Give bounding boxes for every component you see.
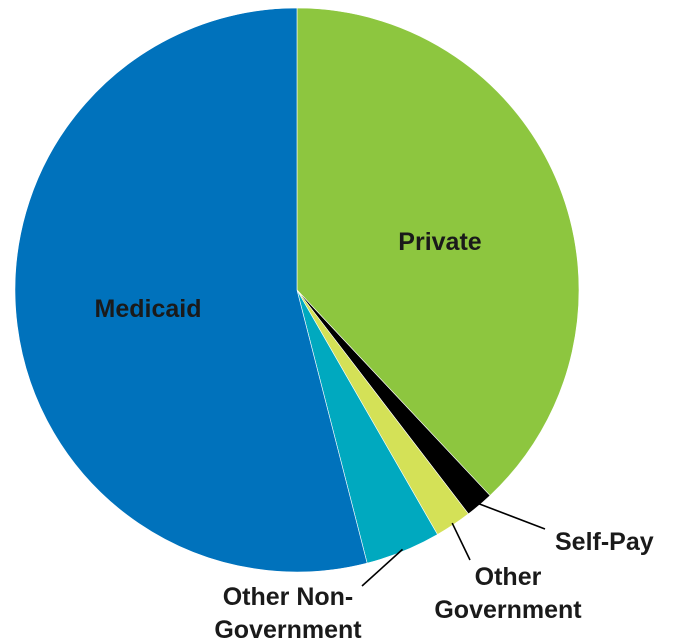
pie-slice-private: [296, 7, 580, 496]
slice-label-self-pay: Self-Pay: [555, 528, 654, 556]
slice-label-line: Government: [434, 596, 582, 624]
leader-line-self-pay: [477, 502, 546, 530]
slice-label-line: Self-Pay: [555, 528, 654, 556]
slice-label-line: Private: [398, 228, 481, 256]
slice-label-other-non-government: Other Non- Government: [214, 583, 362, 644]
pie-slice-medicaid: [14, 7, 368, 573]
slice-label-line: Medicaid: [95, 295, 202, 323]
label-leader-lines: [361, 502, 546, 587]
slice-label-line: Other: [475, 563, 542, 591]
slice-label-medicaid: Medicaid: [95, 295, 202, 323]
slice-label-private: Private: [398, 228, 481, 256]
pie-slices: [14, 7, 580, 573]
slice-label-other-government: Other Government: [434, 563, 582, 624]
leader-line-other-non-government: [361, 548, 404, 587]
slice-label-line: Government: [214, 616, 362, 644]
leader-line-other-government: [451, 522, 471, 561]
slice-label-line: Other Non-: [223, 583, 354, 611]
